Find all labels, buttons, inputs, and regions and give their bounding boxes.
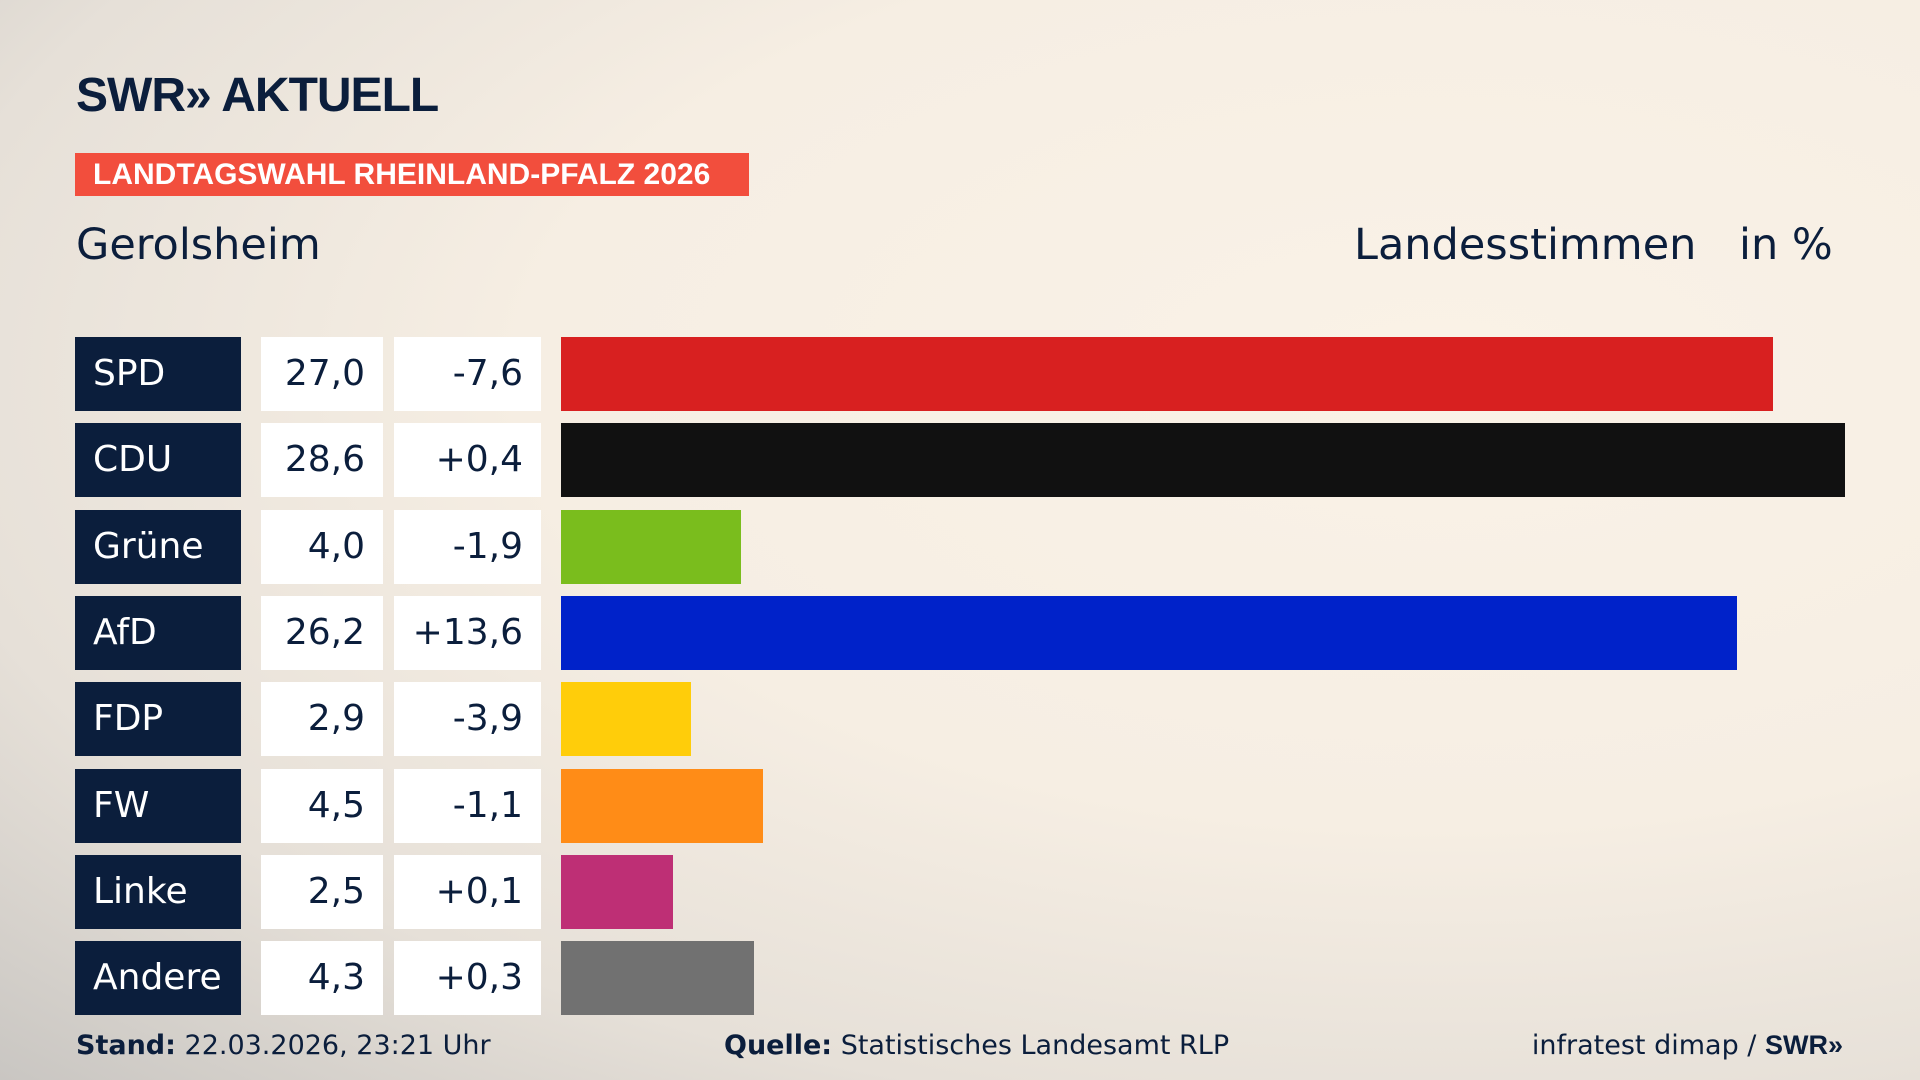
swr-aktuell-logo: SWR» AKTUELL	[76, 69, 439, 122]
bar-fw	[561, 768, 764, 843]
diff-label: +0,3	[394, 941, 541, 1016]
party-row: FDP 2,9 -3,9	[0, 682, 1920, 757]
region-title: Gerolsheim	[76, 220, 321, 270]
party-row: AfD 26,2 +13,6	[0, 595, 1920, 670]
vote-type-label: Landesstimmen	[1354, 220, 1697, 270]
bar-spd	[561, 337, 1774, 411]
value-label: 4,0	[261, 509, 383, 584]
party-row: FW 4,5 -1,1	[0, 768, 1920, 843]
value-label: 4,5	[261, 768, 383, 843]
party-row: Grüne 4,0 -1,9	[0, 509, 1920, 584]
party-label: CDU	[75, 423, 241, 498]
value-label: 27,0	[261, 337, 383, 411]
diff-label: +0,1	[394, 854, 541, 929]
diff-label: -1,1	[394, 768, 541, 843]
election-banner: LANDTAGSWAHL RHEINLAND-PFALZ 2026	[75, 153, 749, 196]
diff-label: +0,4	[394, 423, 541, 498]
stand-text: Stand: 22.03.2026, 23:21 Uhr	[76, 1030, 491, 1061]
stand-value: 22.03.2026, 23:21 Uhr	[184, 1030, 491, 1061]
bar-afd	[561, 595, 1738, 670]
credit: infratest dimap /	[1531, 1030, 1765, 1061]
bar-fdp	[561, 682, 692, 757]
party-row: CDU 28,6 +0,4	[0, 423, 1920, 498]
diff-label: +13,6	[394, 595, 541, 670]
bar-cdu	[561, 423, 1845, 498]
value-label: 28,6	[261, 423, 383, 498]
bar-grüne	[561, 509, 741, 584]
source-text: Quelle: Statistisches Landesamt RLP	[724, 1030, 1229, 1061]
bar-andere	[561, 941, 755, 1016]
party-row: Linke 2,5 +0,1	[0, 854, 1920, 929]
party-label: Linke	[75, 854, 241, 929]
source-label: Quelle:	[724, 1030, 833, 1061]
party-label: FDP	[75, 682, 241, 757]
party-label: Grüne	[75, 509, 241, 584]
stand-label: Stand:	[76, 1030, 176, 1061]
swr-logo-small: SWR»	[1764, 1030, 1843, 1060]
diff-label: -3,9	[394, 682, 541, 757]
party-row: SPD 27,0 -7,6	[0, 337, 1920, 411]
party-label: FW	[75, 768, 241, 843]
source-value: Statistisches Landesamt RLP	[840, 1030, 1230, 1061]
party-label: SPD	[75, 337, 241, 411]
party-label: AfD	[75, 595, 241, 670]
credit-text: infratest dimap / SWR»	[1532, 1030, 1843, 1061]
party-row: Andere 4,3 +0,3	[0, 941, 1920, 1016]
value-label: 26,2	[261, 595, 383, 670]
party-label: Andere	[75, 941, 241, 1016]
value-label: 2,9	[261, 682, 383, 757]
bar-linke	[561, 854, 674, 929]
value-label: 4,3	[261, 941, 383, 1016]
value-label: 2,5	[261, 854, 383, 929]
unit-label: in %	[1739, 220, 1833, 270]
diff-label: -7,6	[394, 337, 541, 411]
diff-label: -1,9	[394, 509, 541, 584]
